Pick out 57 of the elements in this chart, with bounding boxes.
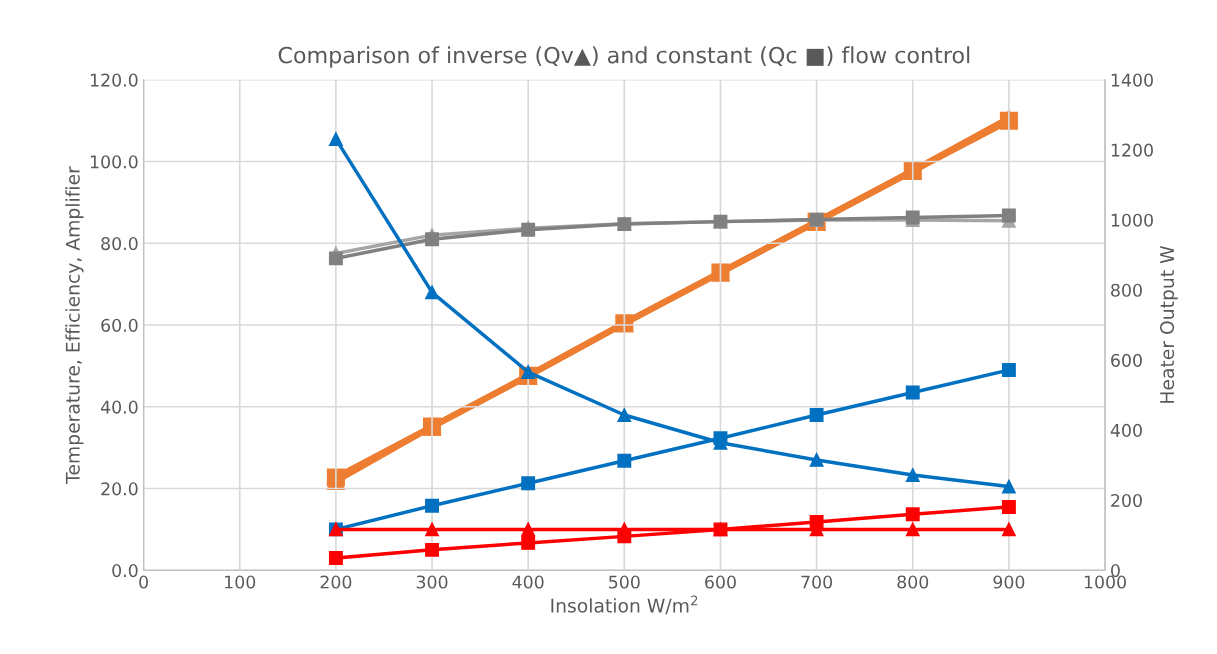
x-tick-label: 900 (993, 575, 1025, 589)
x-tick-label: 300 (416, 575, 448, 589)
point (521, 522, 536, 537)
x-tick-label: 100 (225, 575, 256, 589)
point (713, 522, 728, 537)
point (1001, 208, 1016, 223)
point (905, 522, 920, 537)
y2-tick-label: 600 (1111, 353, 1142, 367)
y-tick-label: 80.0 (101, 237, 138, 251)
point (1001, 499, 1016, 514)
y-tick-label: 40.0 (100, 400, 138, 414)
y-axis-title: Temperature, Efficiency, Amplifier (65, 166, 84, 484)
point (521, 535, 536, 550)
point (1001, 479, 1016, 494)
point (905, 507, 920, 522)
point (425, 542, 439, 557)
point (713, 431, 728, 446)
y-tick-label: 0.0 (112, 564, 138, 578)
x-axis-title: Insolation W/m$^{2}$ (551, 595, 698, 615)
point (425, 522, 439, 537)
point (809, 452, 824, 467)
point (521, 365, 536, 379)
point (905, 385, 920, 400)
point (1001, 522, 1016, 537)
point (425, 285, 439, 300)
point (521, 476, 536, 491)
y-tick-label: 60.0 (101, 318, 138, 332)
point (425, 232, 439, 247)
x-tick-label: 500 (609, 575, 640, 589)
y-tick-label: 20.0 (101, 482, 138, 496)
point (425, 498, 439, 513)
point (328, 551, 343, 565)
y2-tick-label: 400 (1110, 423, 1142, 437)
y2-tick-label: 1200 (1111, 143, 1153, 157)
point (809, 408, 824, 422)
x-tick-label: 800 (897, 575, 929, 589)
x-tick-label: 700 (801, 575, 833, 589)
chart-title: Comparison of inverse (Qv▲) and constant (Qc ■) flow control (278, 46, 970, 68)
x-tick-label: 200 (320, 575, 352, 589)
point (328, 251, 343, 266)
x-tick-label: 400 (512, 575, 544, 589)
x-tick-label: 0 (139, 575, 148, 589)
point (328, 132, 343, 147)
x-tick-label: 600 (705, 575, 736, 589)
point (617, 529, 632, 544)
point (617, 453, 632, 468)
point (905, 468, 920, 482)
y2-tick-label: 1400 (1111, 73, 1153, 87)
point (809, 515, 824, 530)
y2-axis-title: Heater Output W (1159, 246, 1178, 403)
point (1001, 363, 1016, 377)
point (617, 408, 632, 422)
y-tick-label: 100.0 (90, 155, 138, 169)
y2-tick-label: 200 (1111, 493, 1142, 508)
y2-tick-label: 1000 (1111, 213, 1153, 227)
y-tick-label: 120.0 (90, 73, 138, 87)
y2-tick-label: 800 (1111, 283, 1142, 297)
